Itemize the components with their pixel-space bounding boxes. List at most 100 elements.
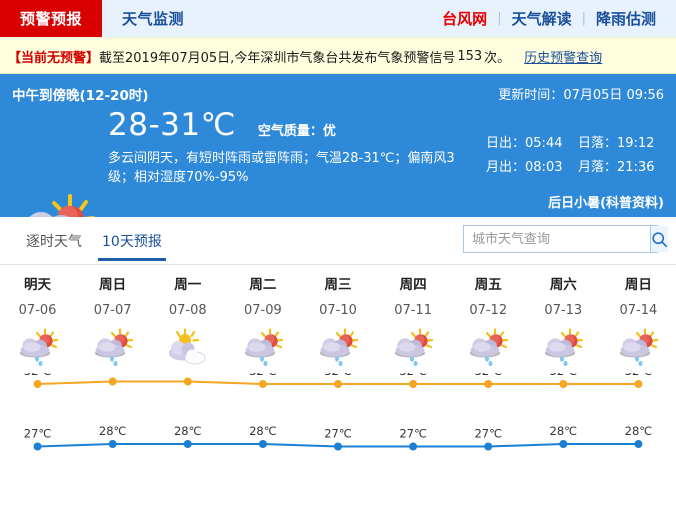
cloud-sun-rain-icon	[470, 328, 509, 366]
forecast-day-column[interactable]: 周三 07-10	[300, 265, 375, 373]
sunrise-value: 05:44	[525, 136, 563, 151]
data-point[interactable]	[108, 440, 117, 448]
data-point-label: 28℃	[174, 424, 202, 438]
data-point[interactable]	[183, 440, 192, 448]
temperature-chart: 32℃ 33℃ 33℃ 32℃ 32℃ 32℃ 32℃ 32℃ 32℃ 27℃ 28℃ 28℃ 28℃ 2…	[24, 373, 652, 451]
moonrise-label: 月出：	[486, 160, 526, 175]
forecast-date: 07-08	[168, 303, 207, 318]
forecast-day-name: 周六	[549, 277, 577, 293]
data-point-label: 27℃	[399, 427, 427, 441]
nav-tab-forecast-label: 预警预报	[20, 10, 83, 28]
data-point[interactable]	[559, 380, 568, 388]
tab-10day[interactable]: 10天预报	[92, 225, 172, 261]
data-point-label: 33℃	[99, 373, 127, 376]
moonrise-value: 08:03	[525, 160, 563, 175]
cloud-sun-rain-icon	[94, 328, 133, 366]
forecast-day-column[interactable]: 周一 07-08	[150, 265, 225, 373]
current-weather-panel: 中午到傍晚(12-20时) 更新时间：07月05日 09:56	[0, 74, 676, 217]
data-point[interactable]	[484, 380, 493, 388]
forecast-tabs-row: 逐时天气 10天预报	[0, 217, 676, 265]
search-button[interactable]	[650, 226, 668, 252]
current-weather-main: 28-31℃ 空气质量：优 多云间阴天，有短时阵雨或雷阵雨；气温28-31℃；偏…	[108, 110, 468, 187]
forecast-date: 07-07	[93, 303, 132, 318]
data-point[interactable]	[634, 440, 643, 448]
data-point[interactable]	[334, 380, 342, 388]
current-temperature: 28-31℃	[108, 107, 236, 143]
forecast-day-name: 周二	[249, 277, 277, 293]
tab-hourly[interactable]: 逐时天气	[16, 225, 92, 260]
tab-hourly-label: 逐时天气	[26, 234, 82, 250]
forecast-date: 07-12	[469, 303, 508, 318]
alert-history-link[interactable]: 历史预警查询	[524, 50, 603, 66]
alert-unit: 次。	[484, 50, 511, 66]
forecast-day-column[interactable]: 周日 07-07	[75, 265, 150, 373]
moonset-value: 21:36	[617, 160, 655, 175]
forecast-day-column[interactable]: 周二 07-09	[225, 265, 300, 373]
data-point[interactable]	[33, 442, 42, 451]
air-quality-label: 空气质量：	[257, 124, 323, 139]
city-search	[463, 225, 668, 253]
temperature-row: 28-31℃ 空气质量：优	[108, 110, 468, 141]
cloud-sun-rain-icon	[395, 328, 434, 366]
moonset-label: 月落：	[578, 160, 618, 175]
search-input[interactable]	[464, 226, 650, 252]
data-point[interactable]	[258, 440, 267, 448]
forecast-day-column[interactable]: 周日 07-14	[601, 265, 676, 373]
data-point-label: 27℃	[24, 427, 52, 441]
nav-tab-monitor-label: 天气监测	[122, 10, 185, 28]
forecast-day-column[interactable]: 周五 07-12	[451, 265, 526, 373]
forecast-date: 07-13	[544, 303, 583, 318]
nav-link-interpretation[interactable]: 天气解读	[511, 10, 572, 28]
solar-term-footnote[interactable]: 后日小暑(科普资料)	[548, 196, 664, 211]
data-point-label: 33℃	[174, 373, 202, 376]
sunset: 日落：19:12	[578, 132, 664, 156]
forecast-day-name: 周一	[174, 277, 202, 293]
nav-separator: |	[581, 11, 586, 26]
data-point-label: 28℃	[249, 424, 277, 438]
sunset-value: 19:12	[617, 136, 655, 151]
forecast-day-name: 明天	[24, 277, 52, 293]
data-point[interactable]	[108, 377, 117, 386]
data-point[interactable]	[409, 442, 418, 451]
sunrise-label: 日出：	[486, 136, 526, 151]
nav-tab-forecast[interactable]: 预警预报	[0, 0, 103, 37]
forecast-day-name: 周四	[399, 277, 427, 293]
data-point[interactable]	[409, 380, 418, 388]
data-point[interactable]	[183, 377, 192, 386]
forecast-date: 07-09	[243, 303, 282, 318]
nav-link-typhoon[interactable]: 台风网	[442, 10, 488, 28]
search-icon	[652, 231, 668, 247]
cloud-sun-rain-icon	[620, 328, 659, 366]
data-point[interactable]	[258, 380, 267, 388]
forecast-day-name: 周三	[324, 277, 352, 293]
sunset-label: 日落：	[578, 136, 618, 151]
data-point[interactable]	[559, 440, 568, 448]
data-point-label: 28℃	[99, 424, 127, 438]
forecast-date: 07-14	[619, 303, 658, 318]
cloud-sun-rain-icon	[19, 328, 58, 366]
data-point-label: 27℃	[474, 427, 502, 441]
nav-tab-monitor[interactable]: 天气监测	[102, 0, 204, 37]
nav-link-rain-estimate[interactable]: 降雨估测	[595, 10, 656, 28]
cloud-sun-rain-icon	[244, 328, 283, 366]
update-time: 更新时间：07月05日 09:56	[498, 84, 664, 103]
forecast-day-column[interactable]: 周四 07-11	[376, 265, 451, 373]
data-point[interactable]	[484, 442, 493, 451]
tab-10day-label: 10天预报	[102, 234, 162, 250]
data-point[interactable]	[334, 442, 342, 451]
update-time-value: 07月05日 09:56	[563, 88, 664, 103]
forecast-day-column[interactable]: 周六 07-13	[526, 265, 601, 373]
data-point[interactable]	[634, 380, 643, 388]
forecast-tabs: 逐时天气 10天预报	[16, 225, 172, 261]
forecast-day-column[interactable]: 明天 07-06	[0, 265, 75, 373]
air-quality-value: 优	[322, 124, 336, 139]
forecast-day-name: 周五	[474, 277, 502, 293]
sun-clouds-icon	[168, 328, 206, 365]
data-point-label: 32℃	[399, 373, 427, 378]
data-point-label: 32℃	[24, 373, 52, 378]
top-navigation: 预警预报 天气监测 台风网 | 天气解读 | 降雨估测	[0, 0, 676, 39]
data-point[interactable]	[33, 380, 42, 388]
nav-links: 台风网 | 天气解读 | 降雨估测	[432, 0, 676, 37]
alert-status-tag: 【当前无预警】	[8, 50, 100, 66]
